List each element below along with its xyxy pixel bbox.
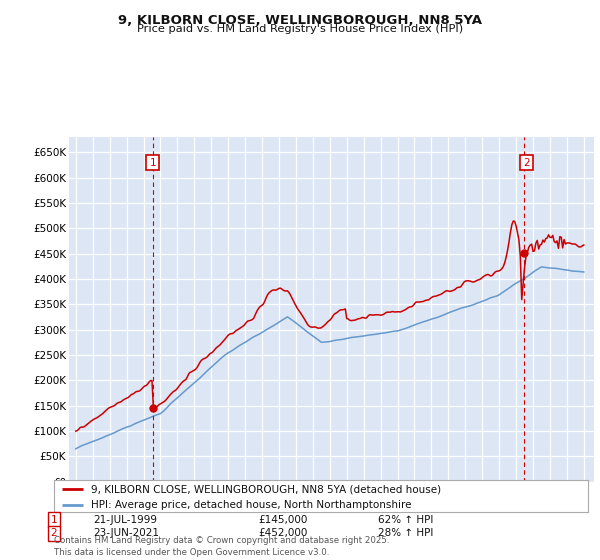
Text: 28% ↑ HPI: 28% ↑ HPI: [378, 528, 433, 538]
Text: 1: 1: [50, 515, 58, 525]
Text: 2: 2: [50, 528, 58, 538]
Text: 62% ↑ HPI: 62% ↑ HPI: [378, 515, 433, 525]
Text: HPI: Average price, detached house, North Northamptonshire: HPI: Average price, detached house, Nort…: [91, 500, 412, 510]
Text: 21-JUL-1999: 21-JUL-1999: [93, 515, 157, 525]
Text: 23-JUN-2021: 23-JUN-2021: [93, 528, 159, 538]
Text: Price paid vs. HM Land Registry's House Price Index (HPI): Price paid vs. HM Land Registry's House …: [137, 24, 463, 34]
Text: Contains HM Land Registry data © Crown copyright and database right 2025.
This d: Contains HM Land Registry data © Crown c…: [54, 536, 389, 557]
Text: 2: 2: [523, 157, 530, 167]
Text: 9, KILBORN CLOSE, WELLINGBOROUGH, NN8 5YA: 9, KILBORN CLOSE, WELLINGBOROUGH, NN8 5Y…: [118, 14, 482, 27]
Text: 9, KILBORN CLOSE, WELLINGBOROUGH, NN8 5YA (detached house): 9, KILBORN CLOSE, WELLINGBOROUGH, NN8 5Y…: [91, 484, 442, 494]
Text: £452,000: £452,000: [258, 528, 307, 538]
Text: 1: 1: [149, 157, 156, 167]
Text: £145,000: £145,000: [258, 515, 307, 525]
